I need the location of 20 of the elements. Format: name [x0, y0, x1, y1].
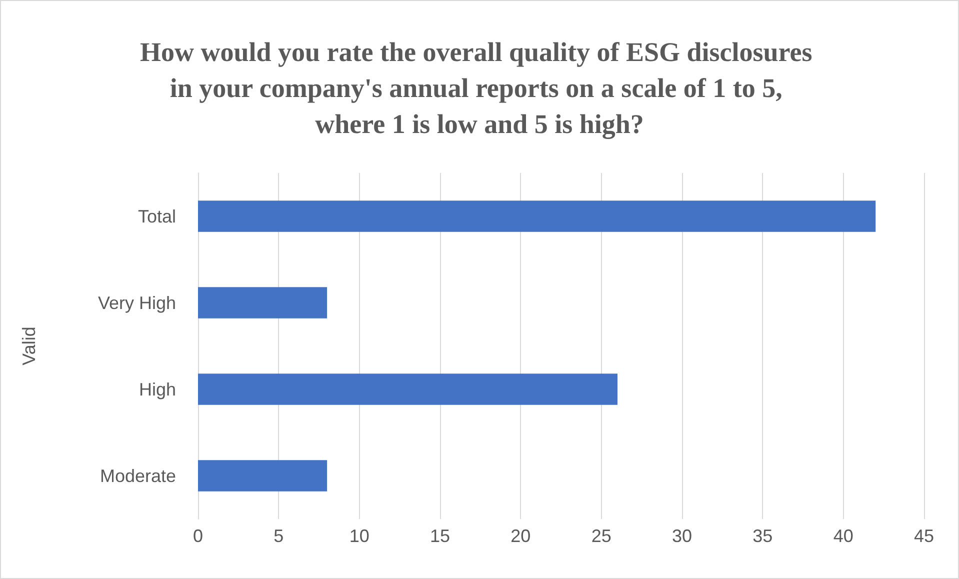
- y-tick-label: Total: [138, 206, 176, 226]
- x-tick-label: 40: [833, 526, 854, 546]
- bar: [198, 374, 618, 405]
- bar: [198, 287, 328, 318]
- chart-title: How would you rate the overall quality of ESG disclosures in your company's annual reports on a scale of 1 to 5, where 1 is low and 5 is high?: [140, 37, 820, 139]
- x-tick-label: 5: [274, 526, 284, 546]
- bar: [198, 200, 876, 232]
- x-tick-label: 20: [510, 526, 531, 546]
- x-tick-label: 30: [672, 526, 692, 546]
- y-tick-label: High: [138, 379, 176, 400]
- x-tick-label: 45: [914, 526, 934, 546]
- bar: [198, 460, 328, 492]
- y-tick-label: Moderate: [100, 466, 176, 486]
- y-axis-title: Valid: [19, 326, 39, 366]
- x-tick-label: 15: [430, 526, 450, 546]
- y-tick-label: Very High: [98, 292, 176, 313]
- x-tick-label: 10: [349, 526, 370, 546]
- x-tick-label: 35: [752, 526, 773, 546]
- x-tick-label: 25: [591, 526, 612, 546]
- x-tick-label: 0: [192, 526, 204, 546]
